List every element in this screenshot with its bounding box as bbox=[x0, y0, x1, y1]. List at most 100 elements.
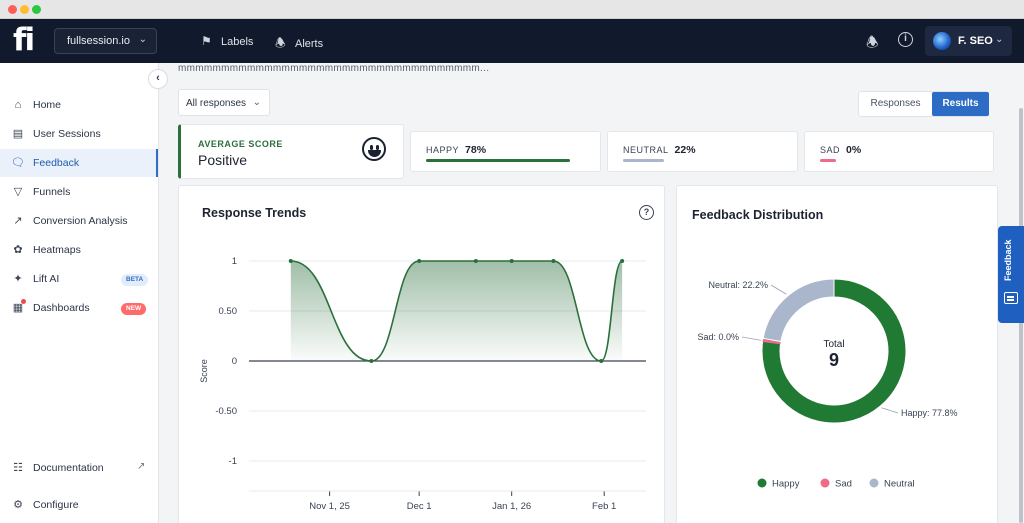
donut-slice-label: Neutral: 22.2% bbox=[708, 280, 768, 290]
trend-point bbox=[369, 359, 374, 363]
info-icon[interactable]: i bbox=[898, 32, 913, 47]
legend-swatch-sad bbox=[820, 478, 830, 488]
chat-icon bbox=[1004, 292, 1018, 304]
sidebar-item-label: Documentation bbox=[33, 462, 104, 474]
sidebar-item-dashboards[interactable]: ▦ Dashboards NEW bbox=[0, 294, 158, 322]
sidebar-item-documentation[interactable]: ☷ Documentation ↗ bbox=[0, 454, 158, 482]
close-window-button[interactable] bbox=[8, 5, 17, 14]
user-menu[interactable]: F. SEO ⌄ bbox=[925, 26, 1012, 56]
responses-tab[interactable]: Responses bbox=[870, 98, 921, 109]
labels-link[interactable]: ⚑ Labels bbox=[201, 34, 253, 48]
avatar bbox=[933, 32, 951, 50]
sidebar-item-label: Heatmaps bbox=[33, 244, 81, 256]
sidebar-item-user-sessions[interactable]: ▤ User Sessions bbox=[0, 120, 158, 148]
sidebar-item-conversion-analysis[interactable]: ↗ Conversion Analysis bbox=[0, 207, 158, 235]
happy-stat-label: HAPPY 78% bbox=[426, 144, 487, 156]
sidebar-item-heatmaps[interactable]: ✿ Heatmaps bbox=[0, 236, 158, 264]
trend-point bbox=[551, 259, 556, 263]
sidebar-item-feedback[interactable]: 🗨 Feedback bbox=[0, 149, 158, 177]
book-icon: ☷ bbox=[13, 462, 23, 474]
help-icon[interactable]: ? bbox=[639, 205, 654, 220]
donut-slice-label: Sad: 0.0% bbox=[697, 332, 739, 342]
funnel-icon: ▽ bbox=[13, 186, 23, 198]
maximize-window-button[interactable] bbox=[32, 5, 41, 14]
trend-point bbox=[473, 259, 478, 263]
sad-stat-label: SAD 0% bbox=[820, 144, 862, 156]
results-tab[interactable]: Results bbox=[932, 92, 989, 116]
happy-stat-value: 78% bbox=[465, 144, 487, 156]
site-selector[interactable]: fullsession.io ⌄ bbox=[54, 28, 157, 54]
legend-label-sad: Sad bbox=[835, 479, 852, 490]
neutral-stat-bar bbox=[623, 159, 664, 162]
notifications-icon[interactable]: 🕭 bbox=[866, 34, 879, 50]
sidebar-item-label: Funnels bbox=[33, 186, 71, 198]
alerts-link[interactable]: 🕭 Alerts bbox=[275, 34, 323, 55]
responses-filter-select[interactable]: All responses ⌄ bbox=[178, 89, 270, 116]
view-toggle: Responses Results bbox=[858, 91, 989, 117]
y-tick-label: 0 bbox=[232, 356, 237, 367]
window-titlebar bbox=[0, 0, 1024, 19]
x-tick-label: Nov 1, 25 bbox=[309, 501, 350, 512]
legend-label-happy: Happy bbox=[772, 479, 800, 490]
sidebar-item-home[interactable]: ⌂ Home bbox=[0, 91, 158, 119]
beta-badge: BETA bbox=[121, 274, 149, 286]
home-icon: ⌂ bbox=[14, 99, 22, 111]
donut-label-leader bbox=[741, 336, 761, 341]
feedback-distribution-chart: Happy: 77.8% Sad: 0.0% Neutral: 22.2% Total… bbox=[697, 278, 958, 490]
feedback-description: mmmmmmmmmmmmmmmmmmmmmmmmmmmmmmmmmmm... bbox=[178, 63, 490, 74]
sad-stat-value: 0% bbox=[846, 144, 862, 156]
feedback-icon: 🗨 bbox=[11, 157, 25, 169]
happy-stat-bar bbox=[426, 159, 570, 162]
dashboard-icon: ▦ bbox=[12, 302, 24, 314]
y-tick-label: 0.50 bbox=[219, 306, 238, 317]
x-tick-label: Feb 1 bbox=[592, 501, 616, 512]
chevron-down-icon: ⌄ bbox=[252, 97, 261, 108]
site-selector-label: fullsession.io bbox=[67, 35, 130, 47]
sad-stat-card: SAD 0% bbox=[804, 131, 994, 172]
feedback-distribution-title: Feedback Distribution bbox=[692, 208, 824, 222]
sessions-icon: ▤ bbox=[12, 128, 24, 140]
alerts-link-label: Alerts bbox=[295, 38, 324, 50]
user-name: F. SEO bbox=[958, 35, 993, 47]
donut-slice-label: Happy: 77.8% bbox=[901, 408, 958, 418]
responses-filter-value: All responses bbox=[186, 98, 247, 109]
neutral-stat-card: NEUTRAL 22% bbox=[607, 131, 798, 172]
average-score-label: AVERAGE SCORE bbox=[198, 139, 283, 149]
donut-label-leader bbox=[770, 284, 787, 295]
sidebar-item-label: Lift AI bbox=[33, 273, 60, 285]
y-tick-label: 1 bbox=[232, 256, 237, 267]
donut-slice-neutral bbox=[762, 278, 835, 343]
sidebar-item-label: Dashboards bbox=[33, 302, 90, 314]
chevron-down-icon: ⌄ bbox=[138, 34, 147, 45]
trend-point bbox=[417, 259, 422, 263]
trend-point bbox=[288, 259, 293, 263]
heatmap-icon: ✿ bbox=[13, 244, 23, 256]
donut-total-label: Total bbox=[823, 339, 844, 350]
x-tick-label: Jan 1, 26 bbox=[492, 501, 531, 512]
sidebar-item-label: Home bbox=[33, 99, 62, 111]
neutral-stat-value: 22% bbox=[674, 144, 696, 156]
y-tick-label: -1 bbox=[229, 456, 237, 467]
donut-label-leader bbox=[881, 407, 899, 414]
y-tick-label: -0.50 bbox=[215, 406, 237, 417]
sad-stat-bar bbox=[820, 159, 836, 162]
notification-dot bbox=[21, 299, 26, 304]
legend-swatch-happy bbox=[757, 478, 767, 488]
app-logo[interactable]: fi bbox=[13, 22, 35, 58]
top-navbar: fi fullsession.io ⌄ ⚑ Labels 🕭 Alerts 🕭 i … bbox=[0, 19, 1024, 63]
legend-swatch-neutral bbox=[869, 478, 879, 488]
sidebar-item-lift-ai[interactable]: ✦ Lift AI BETA bbox=[0, 265, 158, 293]
sidebar-item-label: User Sessions bbox=[33, 128, 101, 140]
average-score-card: AVERAGE SCORE Positive bbox=[178, 124, 404, 179]
sidebar: ⌂ Home ▤ User Sessions 🗨 Feedback ▽ Funn… bbox=[0, 63, 159, 523]
sidebar-item-configure[interactable]: ⚙ Configure bbox=[0, 491, 158, 519]
chevron-down-icon: ⌄ bbox=[995, 34, 1004, 45]
collapse-sidebar-button[interactable]: ‹ bbox=[148, 69, 168, 89]
minimize-window-button[interactable] bbox=[20, 5, 29, 14]
feedback-widget-tab[interactable]: Feedback bbox=[998, 226, 1024, 323]
tag-icon: ⚑ bbox=[201, 34, 212, 48]
donut-slice-happy bbox=[761, 278, 907, 424]
x-tick-label: Dec 1 bbox=[407, 501, 432, 512]
response-trends-title: Response Trends bbox=[202, 206, 307, 220]
sidebar-item-funnels[interactable]: ▽ Funnels bbox=[0, 178, 158, 206]
